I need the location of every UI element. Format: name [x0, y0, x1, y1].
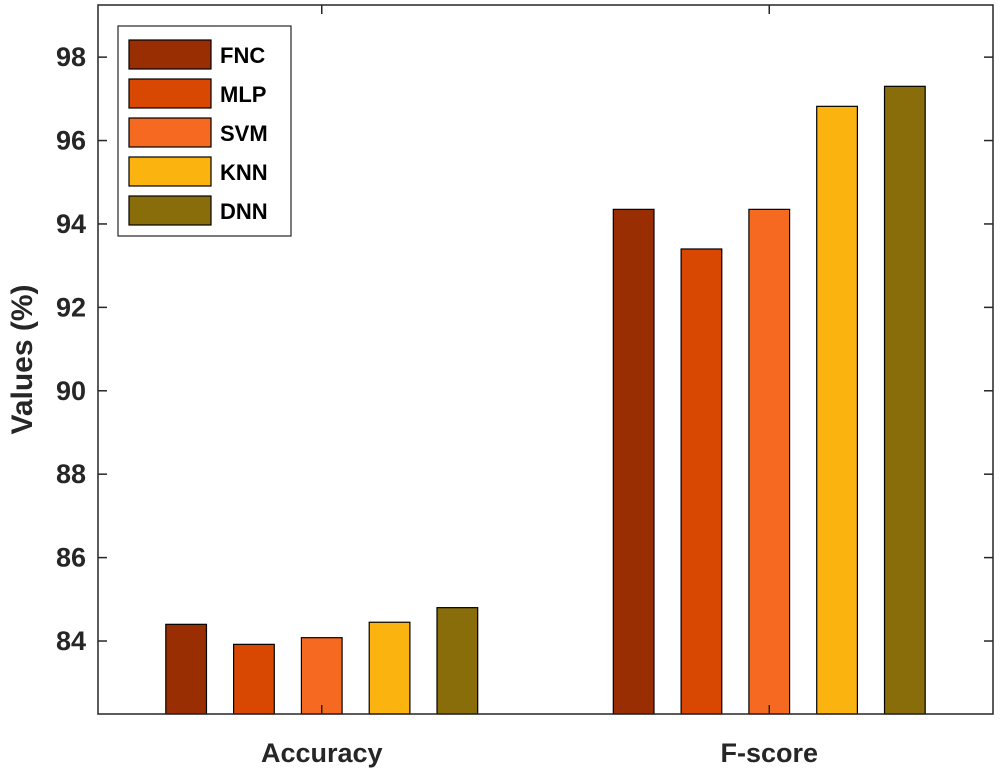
- y-tick-label: 96: [56, 126, 86, 156]
- plot-area-frame: [97, 4, 994, 715]
- y-axis: 84 86 88 90 92 94 96 98: [56, 42, 993, 656]
- bar-svm-f-score: [748, 208, 791, 715]
- bar-knn-accuracy: [368, 621, 411, 715]
- x-axis: Accuracy F-score: [261, 5, 818, 768]
- legend-swatch-mlp: [128, 78, 212, 109]
- x-tick-label: Accuracy: [261, 738, 383, 768]
- y-axis-title: Values (%): [6, 284, 39, 434]
- y-tick-label: 86: [56, 543, 86, 573]
- legend-label-fnc: FNC: [220, 43, 265, 68]
- bar-knn-f-score: [816, 105, 858, 715]
- y-tick-label: 84: [56, 626, 86, 656]
- legend-swatch-svm: [128, 117, 212, 148]
- legend-swatch-knn: [128, 156, 212, 187]
- legend: FNC MLP SVM KNN DNN: [117, 25, 292, 237]
- y-tick-label: 92: [56, 292, 86, 322]
- y-tick-label: 88: [56, 459, 86, 489]
- y-tick-label: 98: [56, 42, 86, 72]
- legend-label-mlp: MLP: [220, 82, 266, 107]
- x-tick-label: F-score: [720, 738, 818, 768]
- legend-label-svm: SVM: [220, 121, 268, 146]
- y-tick-label: 90: [56, 376, 86, 406]
- legend-label-knn: KNN: [220, 160, 268, 185]
- y-tick-label: 94: [56, 209, 86, 239]
- legend-swatch-fnc: [128, 39, 212, 70]
- bars-group: [165, 85, 926, 715]
- bar-mlp-accuracy: [233, 643, 275, 715]
- bar-mlp-f-score: [680, 248, 723, 715]
- legend-label-dnn: DNN: [220, 199, 268, 224]
- bar-svm-accuracy: [300, 637, 343, 715]
- bar-fnc-accuracy: [165, 623, 208, 715]
- bar-dnn-f-score: [883, 85, 926, 715]
- bar-fnc-f-score: [612, 208, 655, 715]
- legend-swatch-dnn: [128, 195, 212, 226]
- bar-dnn-accuracy: [436, 607, 479, 715]
